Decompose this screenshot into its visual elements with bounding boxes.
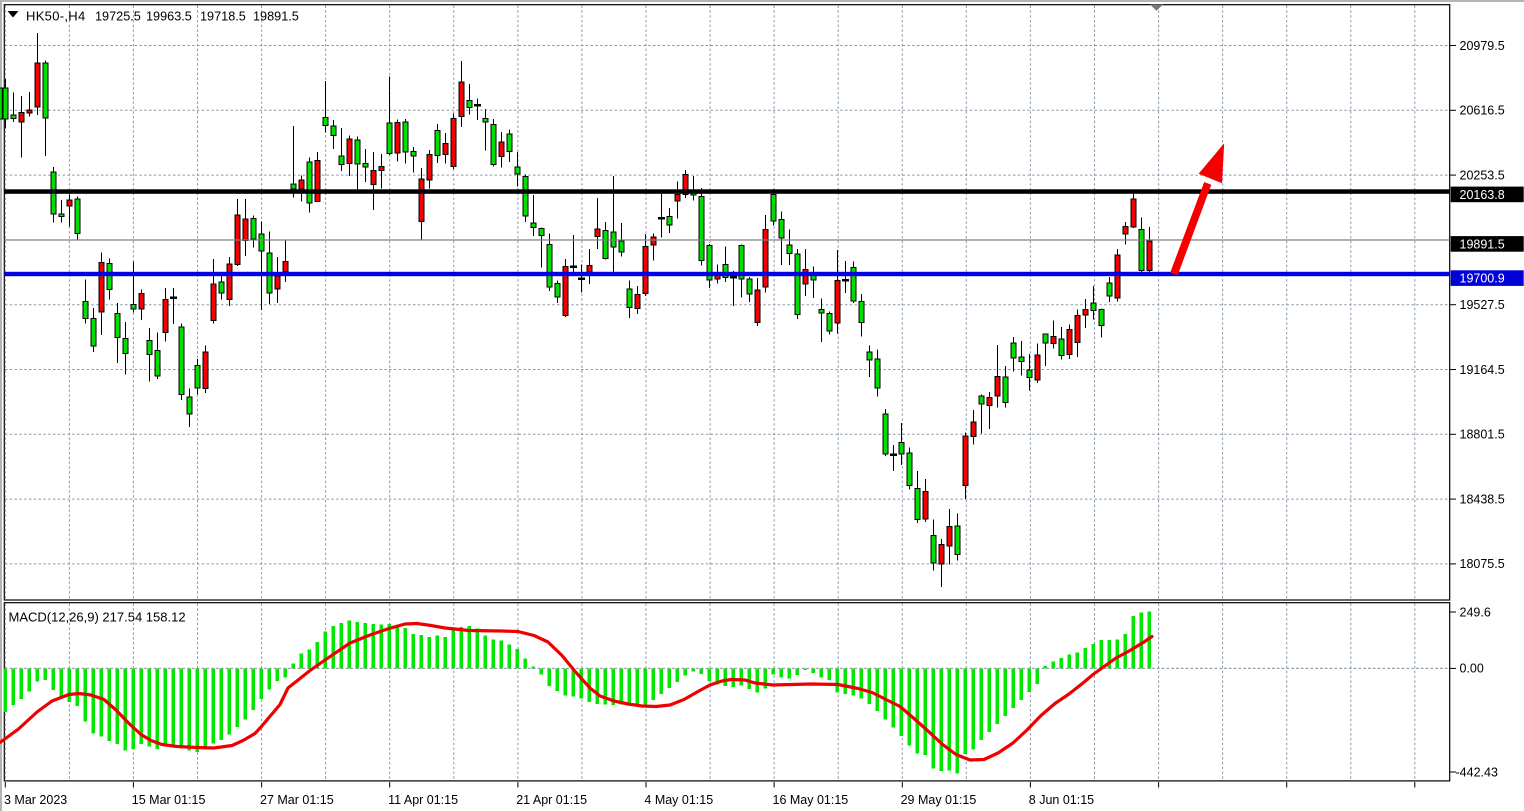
svg-text:HK50-,H4: HK50-,H4	[26, 9, 85, 24]
svg-text:8 Jun 01:15: 8 Jun 01:15	[1029, 793, 1094, 807]
svg-text:11 Apr 01:15: 11 Apr 01:15	[388, 793, 458, 807]
svg-text:19527.5: 19527.5	[1460, 298, 1505, 312]
svg-text:3 Mar 2023: 3 Mar 2023	[4, 793, 67, 807]
svg-text:19891.5: 19891.5	[1460, 237, 1505, 251]
svg-text:MACD(12,26,9) 217.54 158.12: MACD(12,26,9) 217.54 158.12	[9, 610, 186, 625]
svg-text:15 Mar 01:15: 15 Mar 01:15	[132, 793, 206, 807]
svg-text:0.00: 0.00	[1460, 662, 1484, 676]
svg-text:20253.5: 20253.5	[1460, 168, 1505, 182]
svg-text:20979.5: 20979.5	[1460, 39, 1505, 53]
svg-text:20163.8: 20163.8	[1460, 188, 1505, 202]
svg-text:19891.5: 19891.5	[253, 10, 299, 24]
svg-text:18438.5: 18438.5	[1460, 492, 1505, 506]
svg-text:19718.5: 19718.5	[200, 10, 246, 24]
svg-text:21 Apr 01:15: 21 Apr 01:15	[516, 793, 587, 807]
svg-text:18801.5: 18801.5	[1460, 428, 1505, 442]
svg-text:19963.5: 19963.5	[146, 10, 192, 24]
svg-text:29 May 01:15: 29 May 01:15	[901, 793, 977, 807]
svg-text:249.6: 249.6	[1460, 605, 1491, 619]
svg-text:4 May 01:15: 4 May 01:15	[644, 793, 713, 807]
svg-text:19725.5: 19725.5	[95, 10, 141, 24]
svg-text:19700.9: 19700.9	[1460, 272, 1505, 286]
svg-text:18075.5: 18075.5	[1460, 557, 1505, 571]
svg-text:-442.43: -442.43	[1456, 765, 1498, 779]
svg-text:27 Mar 01:15: 27 Mar 01:15	[260, 793, 334, 807]
svg-text:20616.5: 20616.5	[1460, 104, 1505, 118]
svg-text:19164.5: 19164.5	[1460, 363, 1505, 377]
svg-text:16 May 01:15: 16 May 01:15	[773, 793, 849, 807]
